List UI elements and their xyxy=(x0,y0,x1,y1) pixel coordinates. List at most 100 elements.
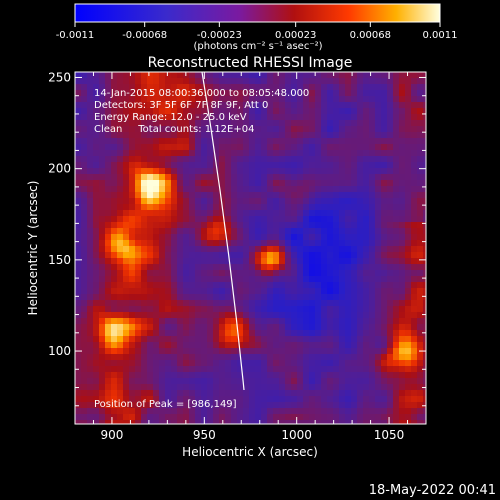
heatmap-cell xyxy=(249,318,255,324)
heatmap-cell xyxy=(225,162,231,168)
heatmap-cell xyxy=(159,408,165,414)
heatmap-cell xyxy=(417,324,423,330)
heatmap-cell xyxy=(87,174,93,180)
heatmap-cell xyxy=(105,240,111,246)
heatmap-cell xyxy=(423,288,426,294)
heatmap-cell xyxy=(135,336,141,342)
heatmap-cell xyxy=(423,390,426,396)
heatmap-cell xyxy=(351,144,357,150)
heatmap-cell xyxy=(381,300,387,306)
heatmap-cell xyxy=(267,204,273,210)
heatmap-cell xyxy=(123,336,129,342)
heatmap-cell xyxy=(273,126,279,132)
heatmap-cell xyxy=(381,168,387,174)
heatmap-cell xyxy=(159,312,165,318)
heatmap-cell xyxy=(177,228,183,234)
heatmap-cell xyxy=(375,408,381,414)
heatmap-cell xyxy=(171,162,177,168)
heatmap-cell xyxy=(315,330,321,336)
heatmap-cell xyxy=(321,270,327,276)
heatmap-cell xyxy=(249,120,255,126)
heatmap-cell xyxy=(261,144,267,150)
heatmap-cell xyxy=(417,246,423,252)
heatmap-cell xyxy=(345,84,351,90)
heatmap-cell xyxy=(321,102,327,108)
annotation-clean-counts: Clean Total counts: 1.12E+04 xyxy=(94,124,254,135)
heatmap-cell xyxy=(99,114,105,120)
heatmap-cell xyxy=(183,402,189,408)
heatmap-cell xyxy=(273,210,279,216)
heatmap-cell xyxy=(423,396,426,402)
heatmap-cell xyxy=(225,222,231,228)
heatmap-cell xyxy=(237,78,243,84)
heatmap-cell xyxy=(207,384,213,390)
heatmap-cell xyxy=(243,102,249,108)
heatmap-cell xyxy=(417,354,423,360)
heatmap-cell xyxy=(147,186,153,192)
heatmap-cell xyxy=(243,132,249,138)
heatmap-cell xyxy=(225,90,231,96)
heatmap-cell xyxy=(213,78,219,84)
heatmap-cell xyxy=(417,330,423,336)
heatmap-cell xyxy=(345,204,351,210)
heatmap-cell xyxy=(111,342,117,348)
heatmap-cell xyxy=(381,144,387,150)
heatmap-cell xyxy=(81,360,87,366)
heatmap-cell xyxy=(345,240,351,246)
heatmap-cell xyxy=(81,402,87,408)
heatmap-cell xyxy=(141,258,147,264)
heatmap-cell xyxy=(363,168,369,174)
heatmap-cell xyxy=(393,336,399,342)
heatmap-cell xyxy=(87,222,93,228)
heatmap-cell xyxy=(81,270,87,276)
heatmap-cell xyxy=(105,198,111,204)
heatmap-cell xyxy=(243,306,249,312)
heatmap-cell xyxy=(309,408,315,414)
heatmap-cell xyxy=(357,396,363,402)
heatmap-cell xyxy=(159,336,165,342)
heatmap-cell xyxy=(255,306,261,312)
heatmap-cell xyxy=(189,144,195,150)
heatmap-cell xyxy=(261,336,267,342)
heatmap-cell xyxy=(117,126,123,132)
heatmap-cell xyxy=(309,414,315,420)
heatmap-cell xyxy=(315,156,321,162)
heatmap-cell xyxy=(411,348,417,354)
heatmap-cell xyxy=(123,96,129,102)
heatmap-cell xyxy=(399,408,405,414)
heatmap-cell xyxy=(147,294,153,300)
heatmap-cell xyxy=(213,330,219,336)
heatmap-cell xyxy=(357,360,363,366)
heatmap-cell xyxy=(231,168,237,174)
heatmap-cell xyxy=(309,402,315,408)
heatmap-cell xyxy=(261,324,267,330)
heatmap-cell xyxy=(207,366,213,372)
heatmap-cell xyxy=(309,240,315,246)
heatmap-cell xyxy=(357,390,363,396)
heatmap-cell xyxy=(231,378,237,384)
heatmap-cell xyxy=(405,144,411,150)
heatmap-cell xyxy=(321,282,327,288)
heatmap-cell xyxy=(189,396,195,402)
heatmap-cell xyxy=(339,384,345,390)
heatmap-cell xyxy=(345,396,351,402)
heatmap-cell xyxy=(363,132,369,138)
heatmap-cell xyxy=(321,180,327,186)
heatmap-cell xyxy=(351,192,357,198)
heatmap-cell xyxy=(171,222,177,228)
heatmap-cell xyxy=(387,96,393,102)
heatmap-cell xyxy=(105,414,111,420)
heatmap-cell xyxy=(117,102,123,108)
heatmap-cell xyxy=(375,246,381,252)
heatmap-cell xyxy=(339,318,345,324)
heatmap-cell xyxy=(165,402,171,408)
heatmap-cell xyxy=(399,150,405,156)
heatmap-cell xyxy=(423,318,426,324)
heatmap-cell xyxy=(93,246,99,252)
heatmap-cell xyxy=(393,222,399,228)
heatmap-cell xyxy=(333,78,339,84)
heatmap-cell xyxy=(81,312,87,318)
heatmap-cell xyxy=(303,174,309,180)
heatmap-cell xyxy=(255,198,261,204)
heatmap-cell xyxy=(363,138,369,144)
